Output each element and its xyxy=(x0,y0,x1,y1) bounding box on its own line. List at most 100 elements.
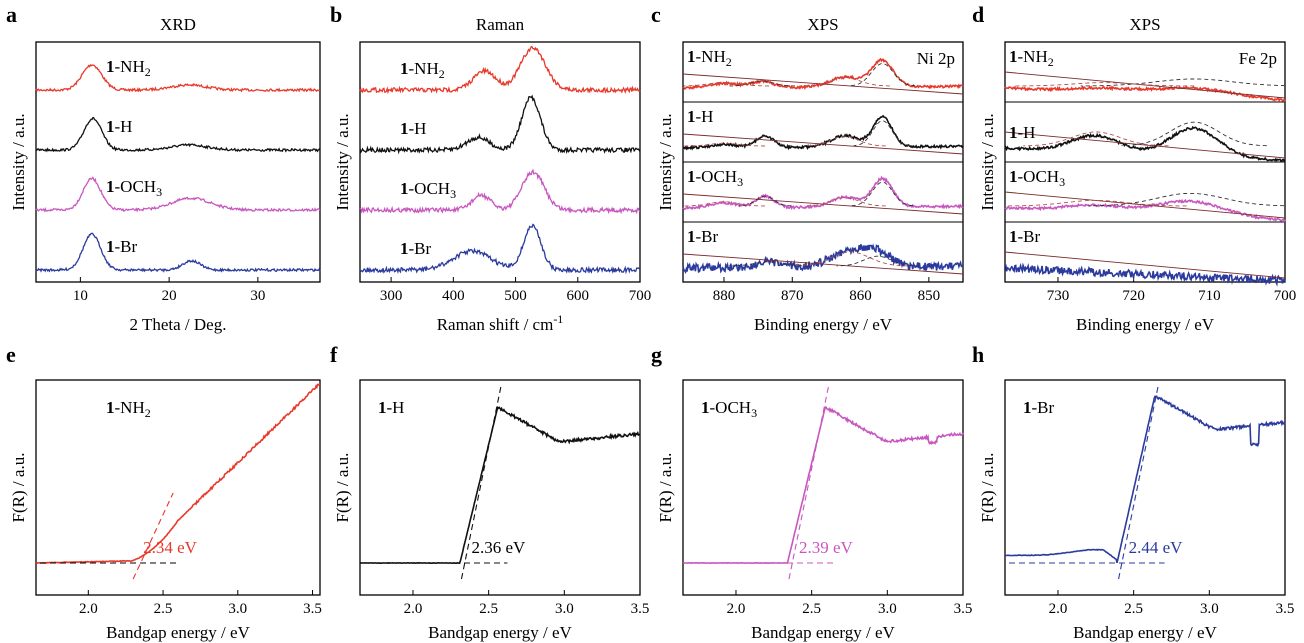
x-axis-label: Binding energy / eV xyxy=(1076,315,1215,334)
x-tick-label: 400 xyxy=(442,288,465,304)
label-bold: 1 xyxy=(400,59,409,78)
plot-frame xyxy=(682,379,964,596)
bandgap-value: 2.44 eV xyxy=(1129,538,1184,557)
x-axis-label-main: Raman shift / cm xyxy=(437,315,554,334)
spectrum-line xyxy=(359,223,641,275)
element-annotation: Fe 2p xyxy=(1239,49,1277,68)
spectra-curves xyxy=(35,45,1286,580)
absorbance-curve xyxy=(35,383,320,564)
fit-component xyxy=(683,81,769,87)
fit-component xyxy=(738,195,792,207)
fit-component xyxy=(738,135,792,147)
label-bold: 1 xyxy=(106,177,115,196)
label-bold: 1 xyxy=(378,398,387,417)
x-axis-label-sup: -1 xyxy=(553,312,563,326)
panel-letter: c xyxy=(651,2,661,27)
x-tick-label: 3.0 xyxy=(555,601,574,617)
y-axis-label: F(R) / a.u. xyxy=(978,453,997,523)
label-rest: -NH xyxy=(1018,47,1048,66)
x-tick-label: 2.5 xyxy=(154,601,173,617)
series-label: 1-NH2 xyxy=(687,47,732,69)
spectrum-line xyxy=(35,176,321,213)
x-tick-label: 3.5 xyxy=(954,601,973,617)
label-bold: 1 xyxy=(106,237,115,256)
label-rest: -H xyxy=(115,117,133,136)
series-label: 1-H xyxy=(400,119,426,138)
x-axis-label: Binding energy / eV xyxy=(754,315,893,334)
bandgap-value: 2.39 eV xyxy=(799,538,854,557)
label-rest: -OCH xyxy=(710,398,752,417)
tangent-fit xyxy=(460,383,502,580)
label-bold: 1 xyxy=(1009,167,1018,186)
fit-component xyxy=(849,63,916,87)
x-tick-label: 3.5 xyxy=(631,601,650,617)
series-label: 1-NH2 xyxy=(1009,47,1054,69)
element-annotation: Ni 2p xyxy=(917,49,955,68)
label-bold: 1 xyxy=(106,117,115,136)
label-rest: -NH xyxy=(115,57,145,76)
panel-frames xyxy=(35,41,1286,596)
x-tick-label: 3.5 xyxy=(303,601,322,617)
x-tick-label: 3.5 xyxy=(1276,601,1295,617)
spectrum-line xyxy=(682,175,964,211)
y-axis-label: F(R) / a.u. xyxy=(9,453,28,523)
label-bold: 1 xyxy=(400,179,409,198)
fit-component xyxy=(1023,131,1169,147)
spectrum-line xyxy=(1004,85,1286,103)
label-bold: 1 xyxy=(687,227,696,246)
label-bold: 1 xyxy=(106,398,115,417)
sample-label: 1-Br xyxy=(1023,398,1055,417)
label-sub: 3 xyxy=(751,406,757,420)
x-tick-label: 300 xyxy=(380,288,403,304)
series-label: 1-NH2 xyxy=(106,57,151,79)
x-tick-label: 30 xyxy=(250,288,265,304)
x-axis-label: 2 Theta / Deg. xyxy=(130,315,227,334)
sample-label: 1-NH2 xyxy=(106,398,151,420)
series-label: 1-OCH3 xyxy=(106,177,162,199)
x-tick-label: 2.5 xyxy=(802,601,821,617)
label-bold: 1 xyxy=(701,398,710,417)
x-axis-label: Bandgap energy / eV xyxy=(428,623,572,642)
panel-title: XRD xyxy=(160,15,196,34)
label-rest: -Br xyxy=(696,227,719,246)
fit-background xyxy=(1004,131,1286,159)
label-rest: -OCH xyxy=(409,179,451,198)
label-bold: 1 xyxy=(1009,47,1018,66)
label-bold: 1 xyxy=(687,107,696,126)
label-rest: -Br xyxy=(409,239,432,258)
spectrum-line xyxy=(1004,198,1286,223)
label-rest: -NH xyxy=(696,47,726,66)
series-label: 1-Br xyxy=(400,239,432,258)
plot-frame xyxy=(1004,379,1286,596)
spectrum-line xyxy=(682,114,964,151)
spectrum-line xyxy=(35,63,321,93)
x-tick-label: 2.0 xyxy=(404,601,423,617)
label-rest: -Br xyxy=(1018,227,1041,246)
spectrum-line xyxy=(359,94,641,155)
x-tick-label: 2.0 xyxy=(79,601,98,617)
x-tick-label: 710 xyxy=(1198,288,1221,304)
spectrum-line xyxy=(359,168,641,215)
series-label: 1-H xyxy=(106,117,132,136)
label-bold: 1 xyxy=(1009,123,1018,142)
bandgap-value: 2.36 eV xyxy=(471,538,526,557)
panel-title: XPS xyxy=(807,15,838,34)
fit-background xyxy=(682,133,964,155)
label-rest: -OCH xyxy=(1018,167,1060,186)
label-sub: 2 xyxy=(439,67,445,81)
label-rest: -OCH xyxy=(115,177,157,196)
label-bold: 1 xyxy=(106,57,115,76)
y-axis-label: Intensity / a.u. xyxy=(978,113,997,210)
absorbance-curve xyxy=(1004,395,1286,563)
series-label: 1-Br xyxy=(106,237,138,256)
x-tick-label: 3.0 xyxy=(878,601,897,617)
x-tick-label: 730 xyxy=(1047,288,1070,304)
label-sub: 2 xyxy=(1048,55,1054,69)
tangent-fit xyxy=(788,383,830,580)
label-sub: 3 xyxy=(1059,175,1065,189)
x-tick-label: 860 xyxy=(849,288,872,304)
fit-component xyxy=(836,255,919,267)
fit-component xyxy=(793,251,908,267)
label-sub: 2 xyxy=(145,65,151,79)
x-tick-label: 2.5 xyxy=(479,601,498,617)
